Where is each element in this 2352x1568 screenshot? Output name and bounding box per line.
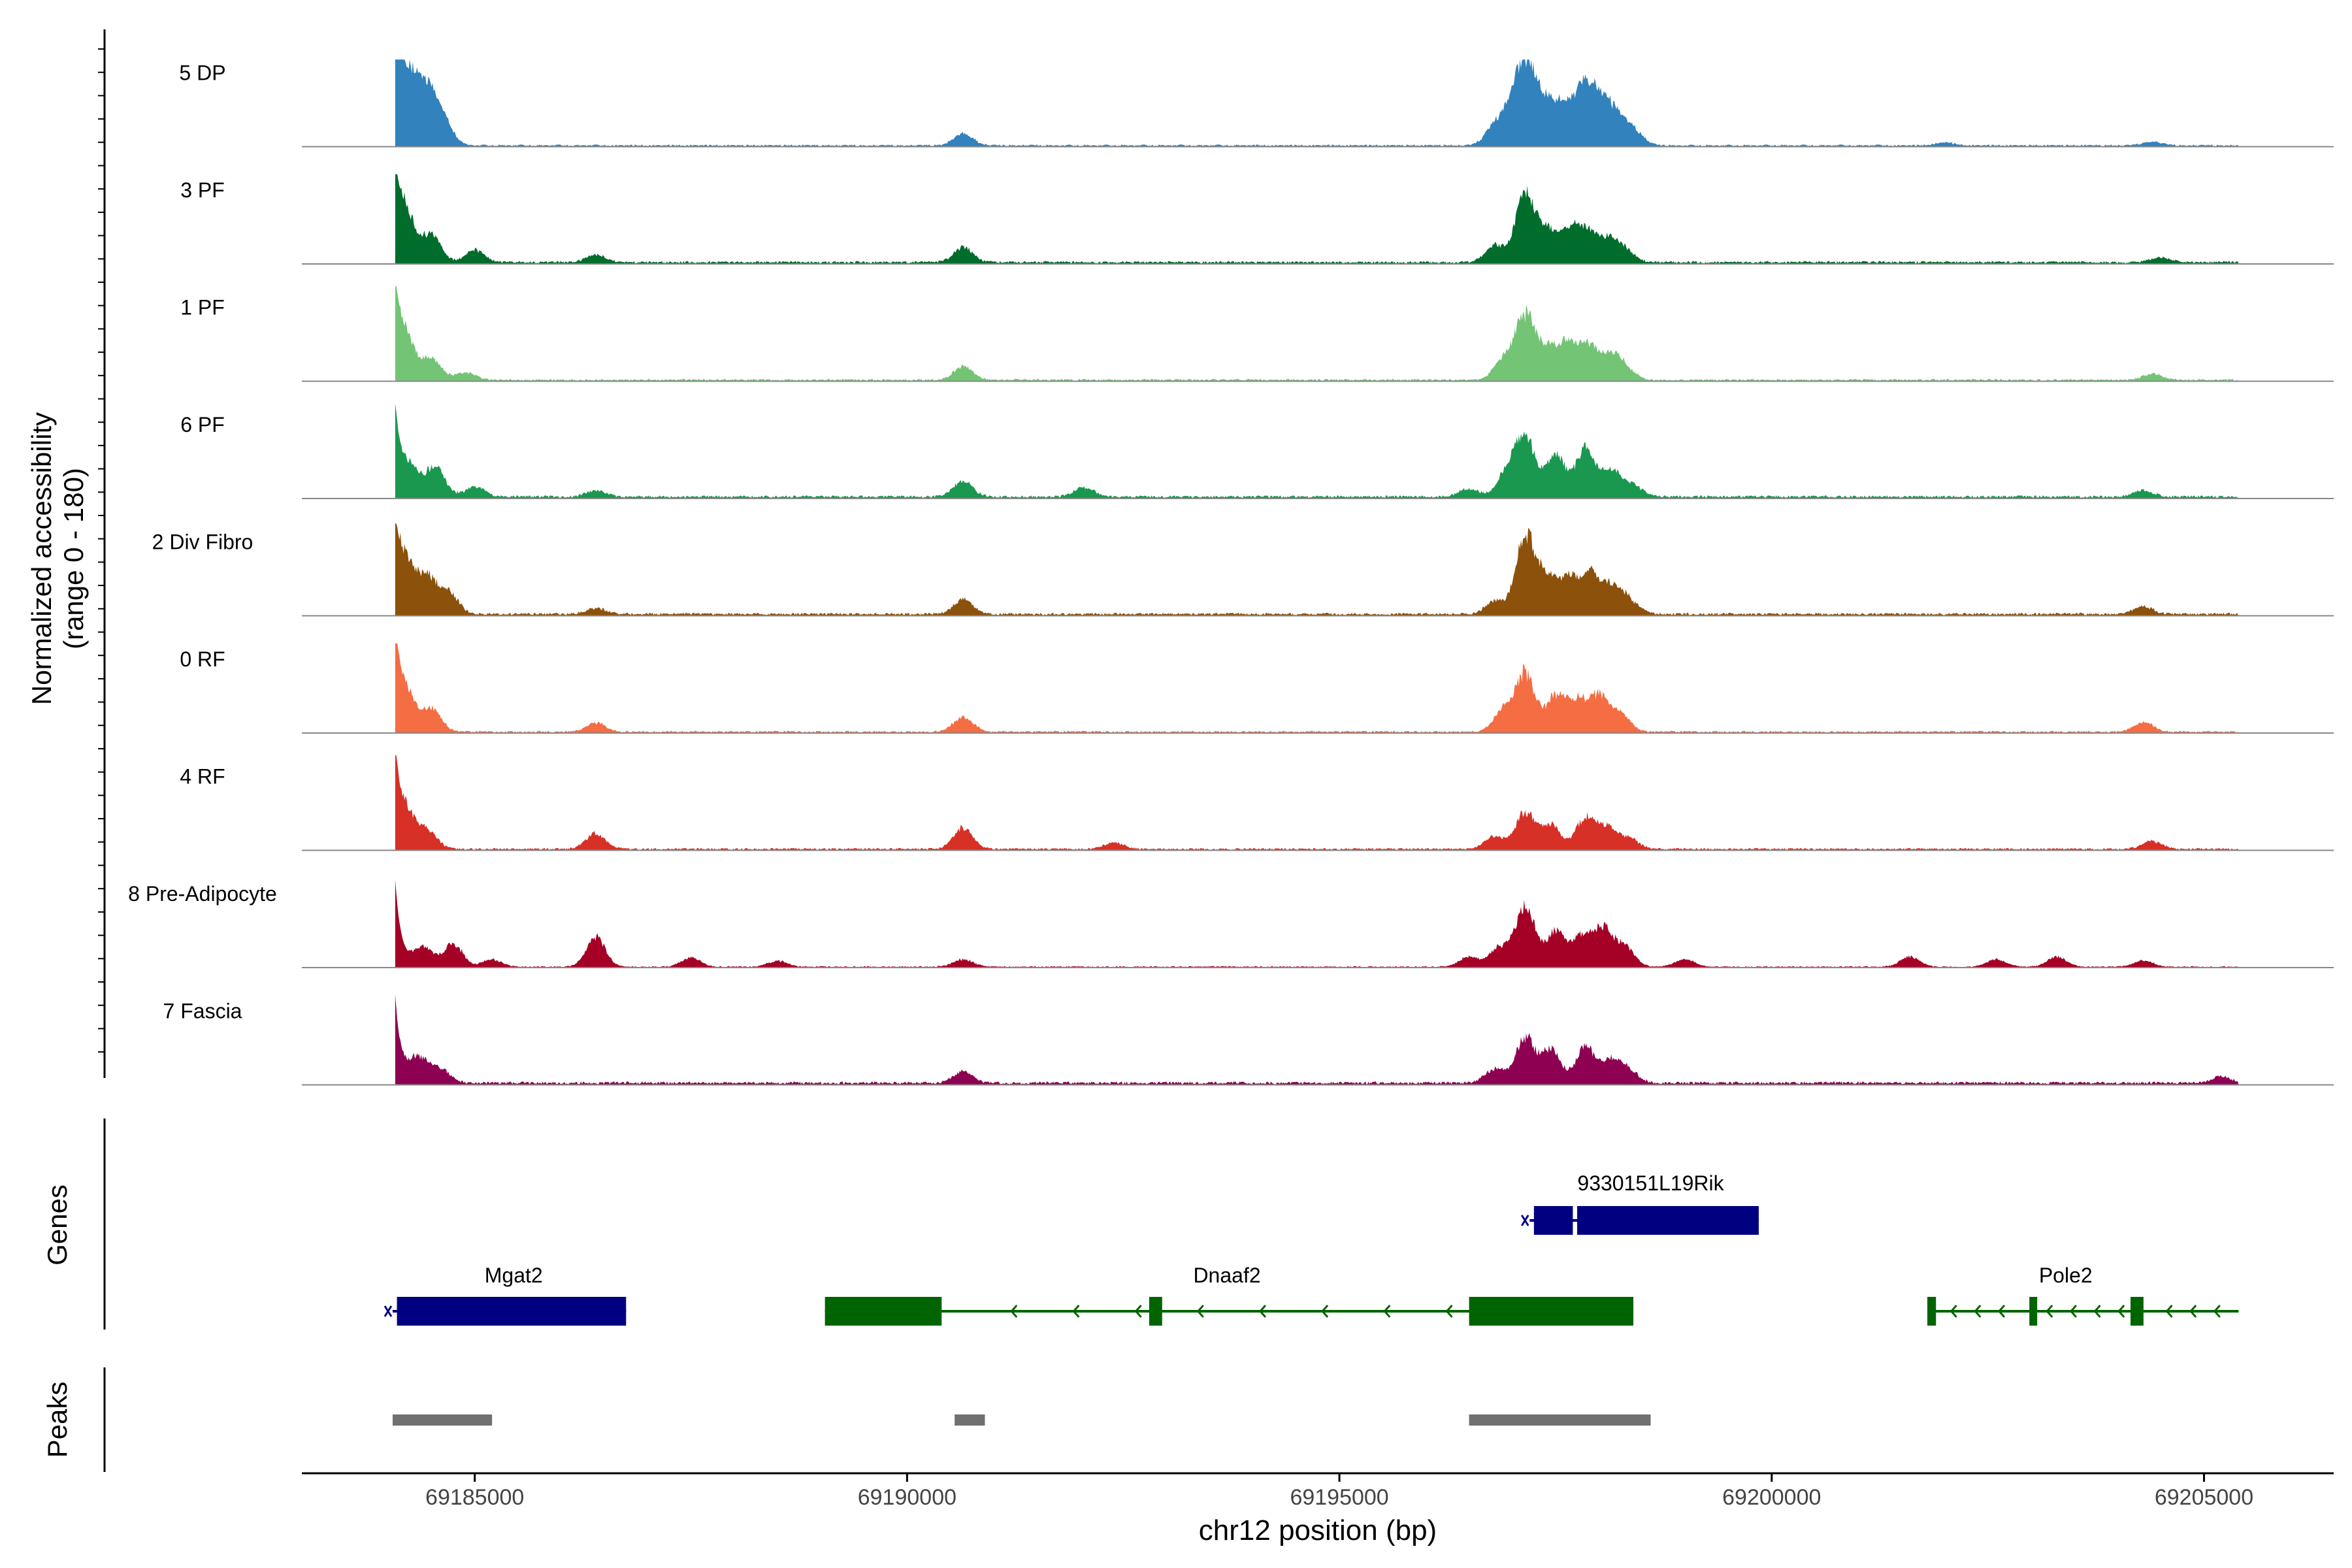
x-tick-label: 69185000 <box>425 1485 524 1510</box>
strand-marker <box>384 1305 393 1317</box>
genes-axis-label: Genes <box>42 1184 73 1266</box>
track-area <box>395 523 2239 616</box>
peak-region <box>1469 1414 1651 1426</box>
track-area <box>395 403 2239 498</box>
strand-arrow <box>2165 1305 2173 1318</box>
strand-arrow <box>2117 1305 2125 1318</box>
track-1-pf: 1 PF <box>180 286 2334 382</box>
gene-dnaaf2: Dnaaf2 <box>825 1264 1634 1326</box>
track-label: 3 PF <box>180 178 225 202</box>
y-axis-label-line1: Normalized accessibility <box>26 412 57 705</box>
y-axis-label-line2: (range 0 - 180) <box>58 468 89 649</box>
gene-exon <box>1533 1206 1573 1235</box>
track-label: 2 Div Fibro <box>152 531 253 554</box>
gene-exon <box>2029 1297 2038 1326</box>
strand-arrow <box>2213 1305 2221 1318</box>
strand-arrow <box>2069 1305 2078 1318</box>
strand-arrow <box>1134 1305 1142 1318</box>
track-8-pre-adipocyte: 8 Pre-Adipocyte <box>128 879 2334 968</box>
gene-label: Dnaaf2 <box>1193 1264 1260 1287</box>
strand-arrow <box>1258 1305 1267 1318</box>
strand-arrow <box>2093 1305 2101 1318</box>
peaks-track <box>392 1414 1651 1426</box>
track-label: 6 PF <box>180 413 225 436</box>
strand-arrow <box>1383 1305 1391 1318</box>
track-area <box>395 174 2239 264</box>
track-7-fascia: 7 Fascia <box>163 994 2334 1086</box>
gene-label: Pole2 <box>2039 1264 2093 1287</box>
accessibility-tracks: 5 DP 3 PF 1 PF 6 PF 2 Div Fibro 0 RF 4 RF 8 Pre… <box>128 59 2334 1086</box>
track-3-pf: 3 PF <box>180 174 2334 265</box>
strand-arrow <box>2189 1305 2197 1318</box>
peak-region <box>392 1414 493 1426</box>
track-0-rf: 0 RF <box>180 643 2334 734</box>
strand-arrow <box>1950 1305 1957 1318</box>
gene-exon <box>397 1297 627 1326</box>
track-area <box>395 994 2239 1085</box>
gene-exon <box>1577 1206 1759 1235</box>
track-label: 8 Pre-Adipocyte <box>128 882 277 906</box>
strand-arrow <box>1321 1305 1329 1318</box>
strand-arrow <box>1974 1305 1982 1318</box>
track-label: 5 DP <box>179 61 225 85</box>
strand-arrow <box>1196 1305 1204 1318</box>
gene-exon <box>1927 1297 1936 1326</box>
gene-exon <box>1149 1297 1162 1326</box>
track-area <box>395 643 2239 733</box>
track-label: 4 RF <box>180 765 225 789</box>
track-area <box>395 286 2239 382</box>
x-tick-label: 69190000 <box>858 1485 956 1510</box>
strand-arrow <box>2046 1305 2053 1318</box>
x-axis-ticks: 69185000 69190000 69195000 69200000 69205000 <box>425 1473 2253 1510</box>
gene-pole2: Pole2 <box>1927 1264 2239 1326</box>
strand-arrow <box>1445 1305 1453 1318</box>
track-4-rf: 4 RF <box>180 755 2334 851</box>
gene-mgat2: Mgat2 <box>384 1264 627 1326</box>
gene-label: 9330151L19Rik <box>1577 1171 1724 1195</box>
gene-9330151l19rik: 9330151L19Rik <box>1520 1171 1759 1235</box>
track-label: 1 PF <box>180 296 225 319</box>
gene-exon <box>1469 1297 1634 1326</box>
track-area <box>395 755 2239 851</box>
track-label: 0 RF <box>180 647 225 671</box>
track-5-dp: 5 DP <box>179 59 2334 148</box>
x-tick-label: 69200000 <box>1722 1485 1821 1510</box>
track-2-div-fibro: 2 Div Fibro <box>152 523 2334 617</box>
track-label: 7 Fascia <box>163 1000 242 1023</box>
track-6-pf: 6 PF <box>180 403 2334 499</box>
gene-exon <box>825 1297 942 1326</box>
x-tick-label: 69205000 <box>2155 1485 2253 1510</box>
gene-annotation-track: 9330151L19Rik Mgat2 Dnaaf2 Pole2 <box>384 1171 2239 1326</box>
gene-label: Mgat2 <box>485 1264 543 1287</box>
peaks-axis-label: Peaks <box>42 1382 73 1458</box>
track-area <box>395 879 2239 968</box>
gene-exon <box>2131 1297 2144 1326</box>
strand-marker <box>1520 1215 1529 1226</box>
x-tick-label: 69195000 <box>1290 1485 1388 1510</box>
coverage-y-ticks <box>98 48 105 1053</box>
peak-region <box>955 1414 985 1426</box>
strand-arrow <box>1997 1305 2006 1318</box>
strand-arrow <box>1072 1305 1080 1318</box>
track-area <box>395 59 2239 147</box>
x-axis-label: chr12 position (bp) <box>1199 1514 1437 1546</box>
strand-arrow <box>1010 1305 1018 1318</box>
